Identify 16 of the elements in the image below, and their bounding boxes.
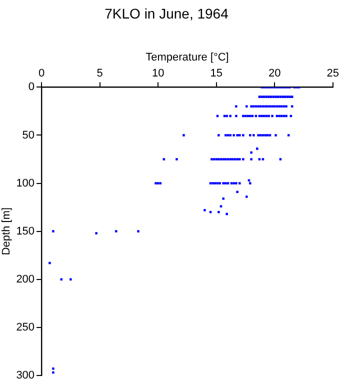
chart-title: 7KLO in June, 1964 (104, 5, 229, 22)
y-tick-label: 50 (22, 129, 35, 142)
y-tick-label: 300 (16, 369, 35, 382)
x-tick-label: 20 (268, 68, 281, 80)
x-tick-label: 15 (210, 68, 222, 80)
x-tick-label: 5 (96, 68, 103, 80)
y-tick-label: 250 (16, 321, 35, 334)
y-tick-label: 0 (28, 81, 35, 94)
y-tick-label: 200 (16, 273, 35, 286)
y-axis-title: Depth [m] (0, 207, 13, 256)
x-axis-title: Temperature [°C] (146, 51, 229, 64)
x-tick-label: 10 (152, 68, 164, 80)
x-tick-label: 0 (38, 68, 45, 80)
y-tick-label: 100 (16, 177, 35, 190)
x-tick-label: 25 (326, 68, 340, 80)
y-tick-label: 150 (16, 225, 35, 238)
